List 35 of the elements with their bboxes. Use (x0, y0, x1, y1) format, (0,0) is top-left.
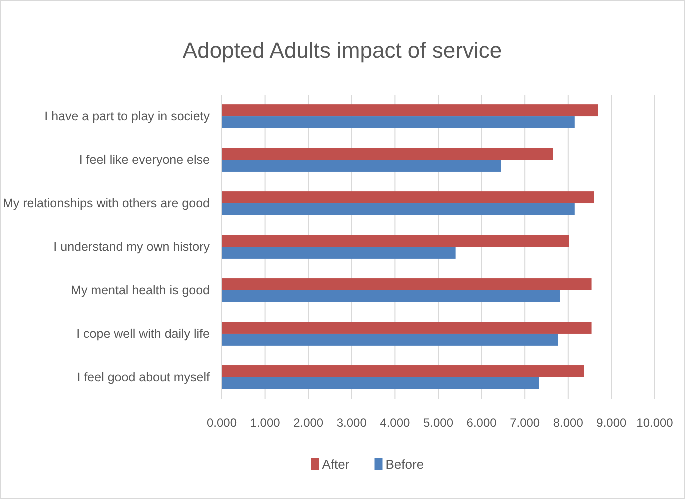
bar (222, 334, 558, 346)
bar (222, 204, 575, 216)
y-tick-label: I understand my own history (54, 240, 211, 254)
y-tick-label: My relationships with others are good (2, 196, 210, 211)
bar (222, 278, 592, 290)
legend-label: After (322, 457, 350, 472)
y-tick-label: I cope well with daily life (76, 326, 210, 341)
x-tick-label: 7.000 (510, 416, 540, 430)
y-tick-label: I feel like everyone else (79, 153, 210, 168)
x-tick-label: 10.000 (636, 416, 674, 430)
bar (222, 322, 592, 334)
y-tick-label: I feel good about myself (77, 370, 211, 384)
bar (222, 104, 598, 117)
bar (222, 148, 554, 160)
chart-title: Adopted Adults impact of service (182, 38, 502, 63)
x-tick-label: 3.000 (336, 416, 368, 430)
x-tick-label: 8.000 (553, 416, 584, 430)
legend-label: Before (386, 457, 424, 472)
x-tick-label: 5.000 (423, 416, 454, 430)
x-tick-label: 4.000 (380, 416, 411, 430)
x-tick-label: 9.000 (596, 416, 628, 430)
bar (222, 116, 575, 128)
y-tick-label: My mental health is good (71, 283, 210, 298)
y-tick-label: I have a part to play in society (44, 110, 211, 124)
bar (222, 247, 456, 259)
bar (222, 235, 570, 247)
bar (222, 290, 560, 302)
x-tick-label: 1.000 (250, 416, 281, 430)
x-tick-label: 6.000 (466, 416, 498, 430)
bar (222, 366, 584, 378)
bar (222, 192, 594, 204)
bar (222, 160, 502, 172)
x-tick-label: 2.000 (294, 416, 324, 430)
x-tick-label: 0.000 (206, 416, 238, 430)
bar (222, 377, 540, 390)
